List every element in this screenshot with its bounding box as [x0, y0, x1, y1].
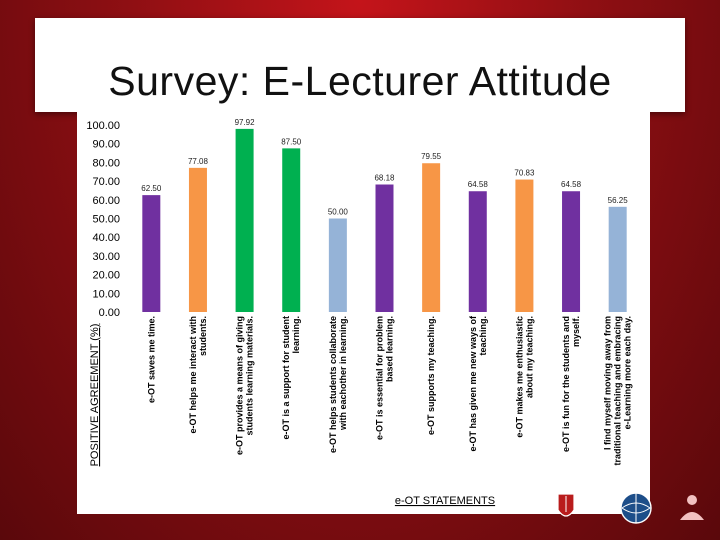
data-label: 56.25	[608, 196, 629, 205]
x-axis-label: e-OT STATEMENTS	[395, 495, 495, 507]
data-label: 62.50	[141, 184, 162, 193]
bar	[608, 206, 627, 312]
bar-chart: 0.00 10.00 20.00 30.00 40.00 50.00 60.00 70.00 8…	[86, 118, 633, 507]
y-tick-label: 10.00	[92, 288, 120, 300]
data-label: 79.55	[421, 152, 442, 161]
data-label: 70.83	[514, 169, 535, 178]
x-tick-label: e-OT is a support for studentlearning.	[281, 316, 301, 440]
data-label: 50.00	[328, 208, 349, 217]
slide-title: Survey: E-Lecturer Attitude	[108, 58, 612, 104]
bar	[188, 167, 207, 312]
chart-panel: 0.00 10.00 20.00 30.00 40.00 50.00 60.00 70.00 8…	[77, 112, 650, 514]
institution-logos	[557, 492, 704, 524]
y-tick-label: 80.00	[92, 157, 120, 169]
bar	[235, 128, 254, 312]
title-box: Survey: E-Lecturer Attitude	[35, 18, 685, 112]
x-tick-label: e-OT saves me time.	[146, 316, 156, 403]
data-label: 87.50	[281, 137, 302, 146]
y-tick-label: 70.00	[92, 176, 120, 188]
data-label: 77.08	[188, 157, 209, 166]
data-label: 64.58	[561, 180, 582, 189]
x-tick-label: e-OT provides a means of givingstudents …	[235, 316, 255, 455]
data-label: 64.58	[468, 180, 489, 189]
data-label: 97.92	[235, 118, 256, 127]
x-tick-label: I find myself moving away fromtraditiona…	[603, 316, 633, 466]
y-tick-label: 20.00	[92, 270, 120, 282]
y-tick-label: 100.00	[86, 120, 120, 132]
bar	[142, 195, 161, 312]
x-tick-label: e-OT is fun for the students andmyself.	[561, 316, 581, 452]
data-label: 68.18	[374, 174, 395, 183]
bar	[468, 191, 487, 312]
y-tick-label: 50.00	[92, 214, 120, 226]
bar	[562, 191, 581, 312]
bar	[328, 218, 347, 312]
y-tick-label: 0.00	[99, 307, 120, 319]
x-tick-label: e-OT supports my teaching.	[426, 316, 436, 435]
y-axis-label: POSITIVE AGREEMENT (%)	[89, 324, 101, 467]
y-tick-label: 40.00	[92, 232, 120, 244]
bar	[422, 163, 441, 312]
bar	[375, 184, 394, 312]
bar	[515, 179, 534, 312]
bar	[282, 148, 301, 312]
shield-logo	[557, 493, 575, 517]
x-tick-label: e-OT is essential for problembased learn…	[375, 316, 395, 440]
y-tick-label: 90.00	[92, 139, 120, 151]
y-tick-label: 30.00	[92, 251, 120, 263]
globe-logo	[620, 492, 652, 524]
x-tick-label: e-OT helps students collaboratewith each…	[328, 316, 348, 453]
x-tick-label: e-OT has given me new ways ofteaching.	[468, 315, 488, 452]
y-tick-label: 60.00	[92, 195, 120, 207]
x-tick-label: e-OT makes me enthusiasticabout my teach…	[514, 316, 534, 438]
x-tick-label: e-OT helps me interact withstudents.	[188, 316, 208, 434]
people-logo	[680, 495, 704, 520]
